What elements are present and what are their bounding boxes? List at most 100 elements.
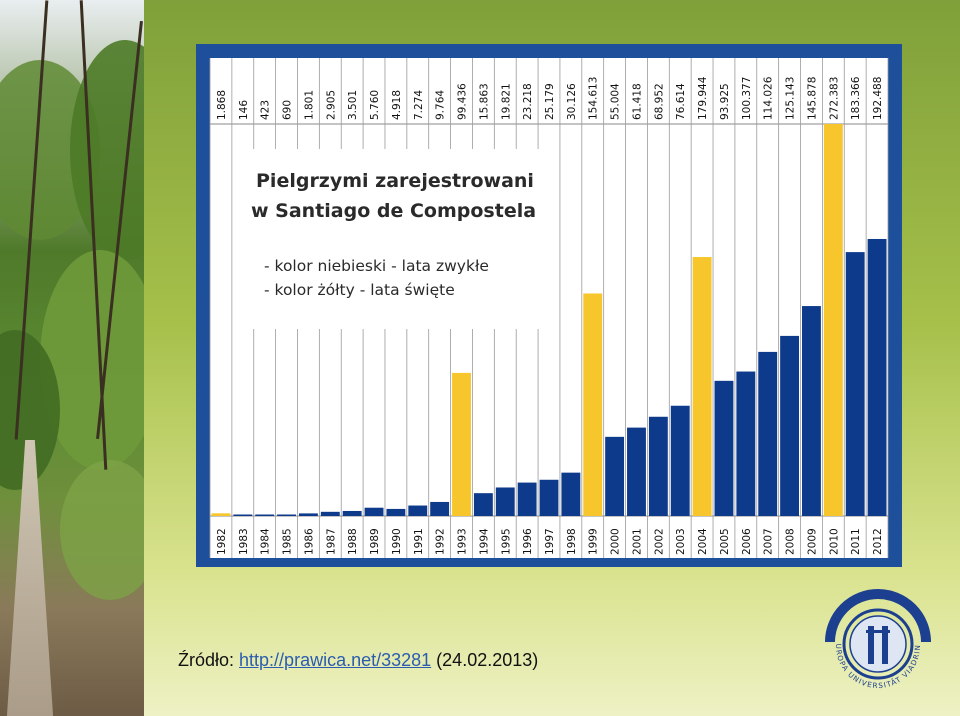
logo-arc-band: [825, 589, 931, 643]
bar: [714, 380, 734, 516]
year-label: 1995: [500, 528, 512, 555]
value-label: 100.377: [741, 77, 753, 120]
bar: [473, 493, 493, 516]
bar: [495, 487, 515, 516]
value-label: 192.488: [872, 77, 884, 120]
bar: [823, 124, 843, 516]
bar: [736, 371, 756, 516]
bar: [255, 514, 275, 516]
year-label: 1999: [588, 528, 600, 555]
year-label: 2007: [763, 528, 775, 555]
year-label: 1992: [435, 528, 447, 555]
year-label: 1986: [303, 528, 315, 555]
year-label: 2009: [806, 528, 818, 555]
year-label: 2001: [631, 528, 643, 555]
bar: [277, 514, 296, 516]
bar: [758, 351, 778, 516]
year-label: 2011: [850, 528, 862, 555]
bar: [539, 479, 559, 516]
bar: [408, 505, 428, 516]
bar: [517, 482, 537, 516]
value-label: 2.905: [325, 90, 337, 120]
bar: [386, 508, 406, 516]
bar: [320, 511, 340, 516]
year-label: 1982: [216, 528, 228, 555]
value-label: 15.863: [478, 83, 490, 120]
legend-regular-years: - kolor niebieski - lata zwykłe: [264, 257, 489, 275]
legend-holy-years: - kolor żółty - lata święte: [264, 281, 455, 299]
value-label: 690: [282, 100, 294, 120]
bar: [342, 510, 362, 516]
bar: [627, 427, 646, 516]
bar: [845, 252, 865, 516]
year-label: 2000: [610, 528, 622, 555]
year-label: 2008: [785, 528, 797, 555]
source-date: (24.02.2013): [431, 650, 539, 670]
bar: [211, 513, 231, 516]
year-label: 2005: [719, 528, 731, 555]
value-label: 5.760: [369, 90, 381, 120]
logo-seal-figures: [866, 626, 890, 664]
value-label: 145.878: [806, 77, 818, 120]
value-label: 154.613: [588, 77, 600, 120]
year-label: 1998: [566, 528, 578, 555]
bar: [780, 335, 800, 516]
source-prefix: Źródło:: [178, 650, 240, 670]
pilgrims-chart: 1.868 146 423 690 1.801 2.905 3.501 5.760 4.918 7…: [209, 58, 889, 558]
value-label: 114.026: [763, 76, 775, 120]
source-caption: Źródło: http://prawica.net/33281 (24.02.…: [178, 650, 538, 671]
value-label: 61.418: [631, 83, 643, 120]
source-link[interactable]: http://prawica.net/33281: [239, 650, 432, 670]
bar: [583, 293, 603, 516]
value-label: 423: [260, 100, 272, 120]
value-label: 125.143: [785, 77, 797, 120]
year-label: 1996: [522, 528, 534, 555]
year-label: 2003: [675, 528, 687, 555]
bar: [692, 257, 712, 516]
bar: [670, 405, 690, 516]
bar: [867, 238, 887, 516]
value-label: 99.436: [457, 83, 469, 120]
bar: [802, 306, 821, 516]
bar: [648, 416, 668, 516]
year-label: 1985: [282, 528, 294, 555]
logo-seal-ring: [842, 608, 914, 680]
year-label: 1990: [391, 528, 403, 555]
year-label: 2006: [741, 528, 753, 555]
bar: [298, 513, 318, 516]
value-label: 7.274: [413, 90, 425, 120]
value-label: 1.868: [216, 90, 228, 120]
value-label: 93.925: [719, 83, 731, 120]
value-label: 183.366: [850, 76, 862, 120]
value-label: 68.952: [653, 83, 665, 120]
bar: [561, 472, 581, 516]
viadrina-university-logo: EUROPA UNIVERSITÄT VIADRINA: [822, 586, 931, 690]
year-label: 1988: [347, 528, 359, 555]
bar: [364, 507, 384, 516]
year-label: 1997: [544, 528, 556, 555]
bar: [233, 514, 253, 516]
year-label: 2012: [872, 528, 884, 555]
value-label: 19.821: [500, 83, 512, 120]
year-label: 1993: [457, 528, 469, 555]
year-label: 2002: [653, 528, 665, 555]
year-label: 1989: [369, 528, 381, 555]
chart-panel: 1.868 146 423 690 1.801 2.905 3.501 5.760 4.918 7…: [196, 44, 902, 567]
chart-title-line2: w Santiago de Compostela: [251, 200, 536, 222]
value-label: 23.218: [522, 83, 534, 120]
value-label: 4.918: [391, 90, 403, 120]
value-label: 146: [238, 100, 250, 120]
bar: [430, 501, 450, 516]
year-label: 1984: [260, 528, 272, 555]
logo-seal-inner: [849, 615, 907, 673]
year-label: 1983: [238, 528, 250, 555]
value-label: 272.383: [828, 77, 840, 120]
bar: [452, 372, 471, 516]
bar: [605, 436, 625, 516]
tree-foliage: [60, 460, 144, 600]
value-label: 30.126: [566, 83, 578, 120]
chart-title-line1: Pielgrzymi zarejestrowani: [256, 170, 534, 192]
forest-path-photo: [0, 0, 144, 716]
value-label: 55.004: [610, 83, 622, 120]
year-label: 1991: [413, 528, 425, 555]
